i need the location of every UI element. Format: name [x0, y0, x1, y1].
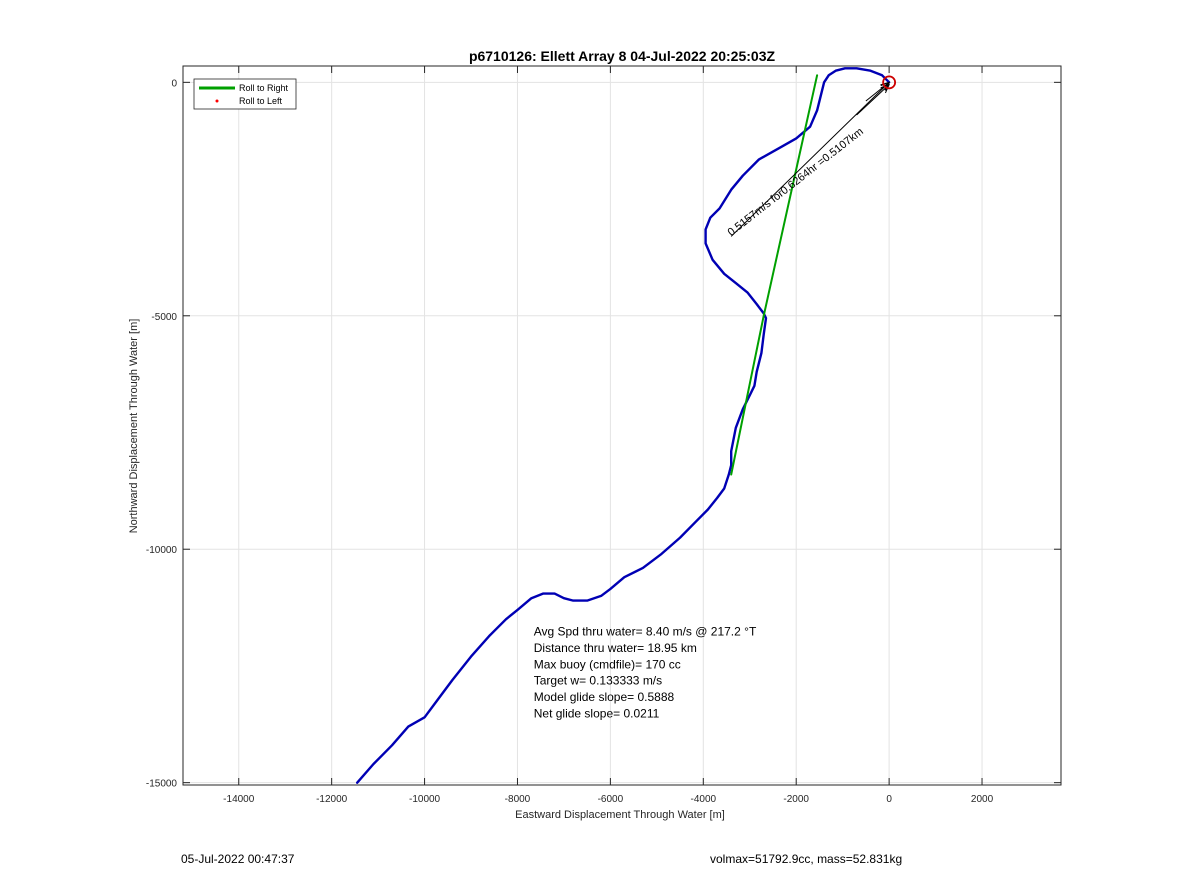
x-axis-label: Eastward Displacement Through Water [m] — [515, 809, 725, 821]
end-point-marker — [882, 75, 897, 90]
x-tick-label: -2000 — [783, 794, 809, 805]
series-layer — [356, 67, 891, 784]
x-tick-label: -4000 — [691, 794, 717, 805]
axes-background — [183, 66, 1061, 785]
footer-stats: volmax=51792.9cc, mass=52.831kg — [710, 852, 903, 866]
x-tick-label: -10000 — [409, 794, 441, 805]
stats-annotation: Avg Spd thru water= 8.40 m/s @ 217.2 °T — [534, 625, 757, 639]
legend-label-roll-left: Roll to Left — [239, 96, 283, 106]
stats-annotation: Max buoy (cmdfile)= 170 cc — [534, 657, 681, 671]
axes-box — [182, 65, 1062, 786]
marker-layer — [882, 75, 897, 90]
legend-dot-roll-left — [215, 99, 219, 103]
current-arrow — [856, 84, 890, 116]
grid-lines — [183, 66, 1061, 785]
y-tick-label: 0 — [171, 78, 177, 89]
x-tick-label: -6000 — [598, 794, 624, 805]
y-tick-label: -15000 — [146, 779, 178, 790]
footer-timestamp: 05-Jul-2022 00:47:37 — [181, 852, 295, 866]
y-tick-label: -5000 — [151, 312, 177, 323]
stats-annotation: Net glide slope= 0.0211 — [534, 706, 660, 720]
x-tick-label: 2000 — [971, 794, 994, 805]
x-tick-label: -12000 — [316, 794, 348, 805]
legend-label-roll-right: Roll to Right — [239, 83, 289, 93]
x-tick-label: -8000 — [505, 794, 531, 805]
axis-ticks: -14000 -12000 -10000 -8000 -6000 -4000 -2000 0 2… — [146, 66, 1061, 805]
y-axis-label: Northward Displacement Through Water [m] — [128, 319, 140, 534]
stats-annotation: Distance thru water= 18.95 km — [534, 641, 697, 655]
stats-annotation: Model glide slope= 0.5888 — [534, 690, 675, 704]
x-tick-label: 0 — [886, 794, 892, 805]
y-tick-label: -10000 — [146, 545, 178, 556]
current-arrow — [865, 81, 890, 102]
series-line-1 — [730, 74, 819, 476]
series-line-0 — [356, 67, 891, 784]
stats-annotation: Target w= 0.133333 m/s — [534, 674, 662, 688]
chart-title: p6710126: Ellett Array 8 04-Jul-2022 20:… — [469, 48, 776, 64]
legend: Roll to Right Roll to Left — [193, 78, 297, 110]
x-tick-label: -14000 — [223, 794, 255, 805]
legend-box — [193, 78, 297, 110]
current-arrow — [730, 81, 890, 237]
